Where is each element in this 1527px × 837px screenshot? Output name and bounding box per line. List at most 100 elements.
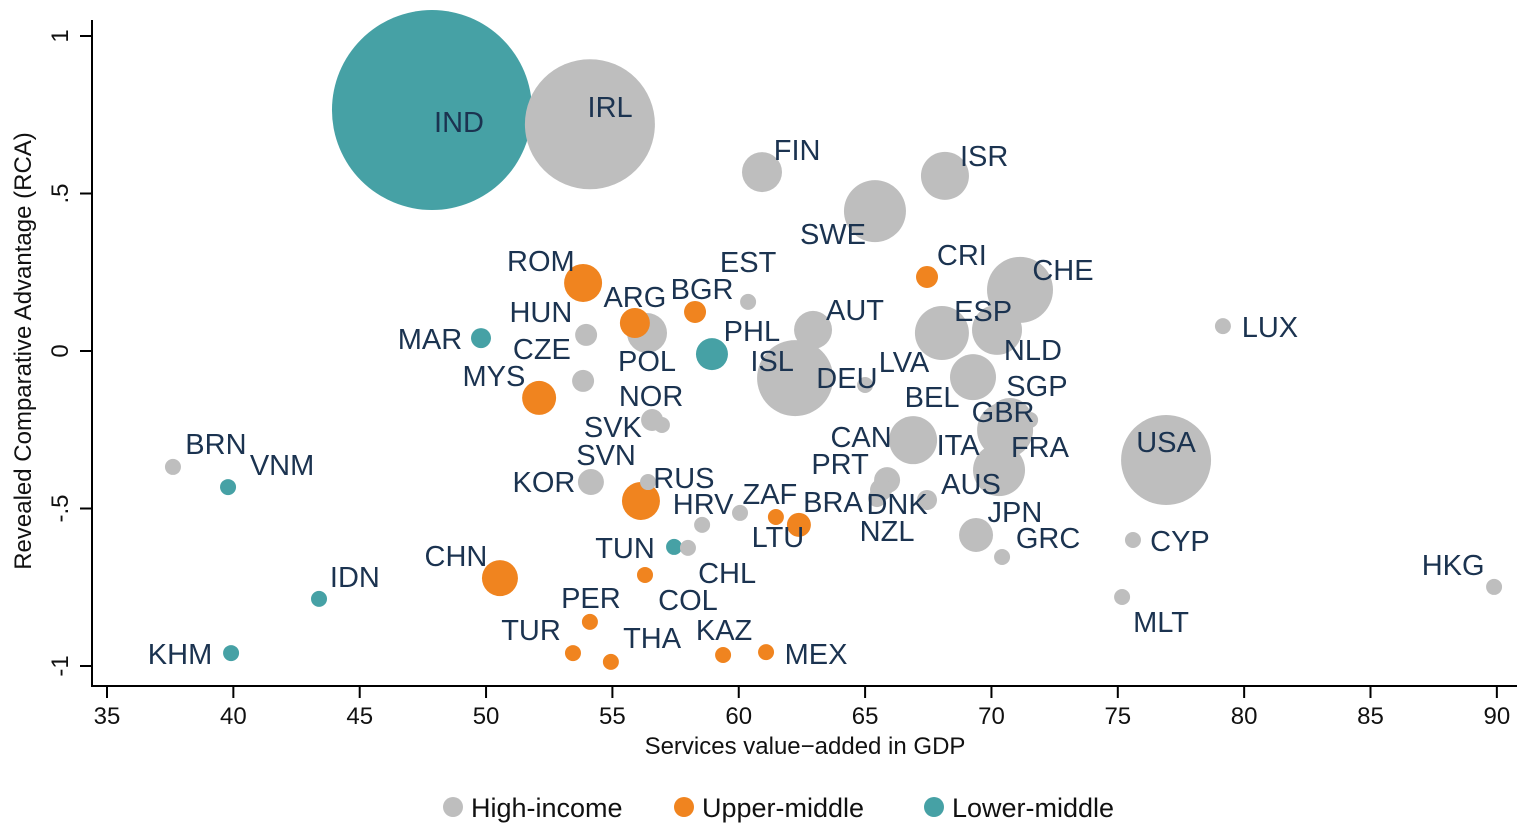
bubble-jpn: [959, 517, 994, 552]
legend-marker: [674, 797, 694, 817]
point-label: KAZ: [696, 615, 752, 647]
point-label: HRV: [673, 489, 734, 521]
point-label: DEU: [816, 363, 877, 395]
bubble-ltu: [732, 504, 749, 521]
point-label: ISR: [960, 141, 1008, 173]
x-tick-label: 60: [725, 703, 752, 730]
point-label: LTU: [752, 522, 805, 554]
x-tick-label: 80: [1231, 703, 1258, 730]
bubble-col: [636, 566, 653, 583]
bubble-ind: [331, 10, 532, 211]
bubble-hrv: [694, 516, 711, 533]
point-label: BEL: [905, 382, 960, 414]
point-label: IDN: [330, 562, 380, 594]
legend-item-lower: Lower-middle: [924, 793, 1114, 823]
point-label: FRA: [1011, 432, 1070, 464]
y-tick-label: .5: [47, 183, 74, 203]
x-tick-label: 90: [1483, 703, 1510, 730]
bubble-lux: [1214, 318, 1231, 335]
legend-label: Upper-middle: [702, 793, 864, 823]
point-label: KHM: [148, 639, 212, 671]
y-tick-label: 0: [47, 344, 74, 357]
point-label: MYS: [462, 361, 525, 393]
bubble-zaf: [767, 509, 784, 526]
legend-item-high: High-income: [443, 793, 623, 823]
point-label: CYP: [1150, 526, 1210, 558]
bubbles-layer: [164, 10, 1503, 670]
point-label: CHN: [425, 541, 488, 573]
point-label: CHE: [1032, 255, 1093, 287]
bubble-usa: [1121, 414, 1212, 505]
bubble-mar: [470, 328, 491, 349]
point-label: THA: [623, 623, 682, 655]
point-label: KOR: [512, 467, 575, 499]
bubble-mlt: [1114, 589, 1131, 606]
point-label: GBR: [972, 397, 1035, 429]
point-label: NOR: [619, 381, 683, 413]
y-tick-label: -.5: [47, 494, 74, 522]
point-label: HKG: [1422, 550, 1485, 582]
bubble-vnm: [220, 479, 237, 496]
point-label: VNM: [250, 450, 314, 482]
bubble-esp: [914, 306, 969, 361]
bubble-svn: [640, 474, 657, 491]
bubble-tur: [564, 645, 581, 662]
point-label: SGP: [1006, 371, 1067, 403]
point-label: IND: [434, 107, 484, 139]
point-label: ITA: [937, 430, 981, 462]
point-label: PER: [561, 583, 621, 615]
bubble-bgr: [684, 300, 707, 323]
bubble-aut: [794, 310, 833, 349]
x-tick-label: 45: [346, 703, 373, 730]
point-label: ZAF: [743, 479, 798, 511]
point-label: COL: [658, 585, 718, 617]
legend-item-upper: Upper-middle: [674, 793, 864, 823]
point-label: DNK: [866, 489, 928, 521]
point-label: CHL: [698, 558, 756, 590]
point-label: BRA: [803, 487, 863, 519]
bubble-idn: [311, 590, 328, 607]
bubble-isl: [793, 363, 806, 376]
bubble-cze: [572, 369, 595, 392]
y-axis-title: Revealed Comparative Advantage (RCA): [10, 132, 37, 570]
point-label: LUX: [1242, 312, 1298, 344]
bubble-rom: [564, 263, 603, 302]
bubble-deu: [757, 340, 834, 417]
bubble-cri: [916, 265, 939, 288]
bubble-nzl: [867, 489, 886, 508]
bubble-kor: [577, 469, 604, 496]
point-label: CAN: [830, 422, 891, 454]
bubble-phl: [695, 338, 728, 371]
bubble-khm: [223, 645, 240, 662]
bubble-isr: [920, 151, 969, 200]
point-label: AUS: [941, 469, 1001, 501]
x-tick-label: 65: [852, 703, 879, 730]
bubble-cyp: [1124, 532, 1141, 548]
point-label: NLD: [1004, 335, 1062, 367]
bubble-arg: [619, 307, 650, 338]
point-label: ESP: [954, 296, 1012, 328]
point-label: JPN: [988, 497, 1043, 529]
y-tick-label: -1: [47, 655, 74, 676]
bubble-chl: [679, 539, 696, 556]
x-tick-label: 40: [220, 703, 247, 730]
labels-layer: IND IRL DEU USA CHE SWE FRA ESP ITA NLD ISR CAN BEL G…: [148, 92, 1485, 671]
bubble-tha: [602, 653, 619, 670]
bubble-tun: [666, 538, 683, 555]
point-label: EST: [720, 247, 777, 279]
bubble-nor: [653, 417, 670, 434]
legend-label: Lower-middle: [952, 793, 1114, 823]
x-tick-label: 75: [1104, 703, 1131, 730]
legend-marker: [443, 797, 463, 817]
bubble-swe: [843, 180, 906, 243]
bubble-per: [581, 613, 598, 630]
bubble-nld: [972, 304, 1023, 355]
point-label: RUS: [653, 463, 714, 495]
x-tick-label: 50: [473, 703, 500, 730]
bubble-mex: [758, 644, 775, 661]
legend: High-income Upper-middle Lower-middle: [443, 793, 1114, 823]
x-tick-label: 55: [599, 703, 626, 730]
point-label: CZE: [513, 334, 571, 366]
point-label: BRN: [185, 429, 246, 461]
bubble-chn: [481, 560, 518, 597]
